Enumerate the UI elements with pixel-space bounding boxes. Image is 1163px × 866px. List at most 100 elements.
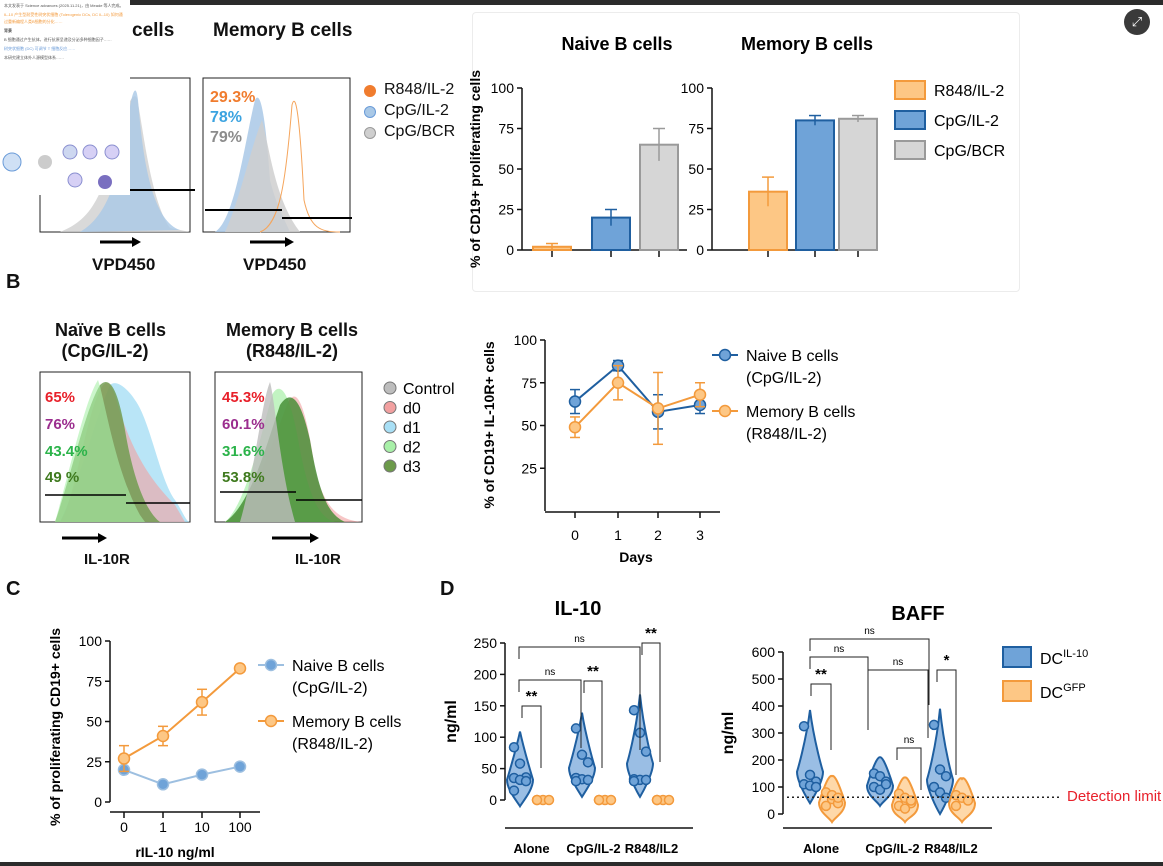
pct-d2: 43.4% (45, 443, 88, 460)
title-line: Naïve B cells (55, 320, 167, 340)
legend-swatch (1002, 680, 1032, 702)
data-point (582, 757, 594, 768)
bar-cpg-il-2 (795, 119, 835, 252)
violin-dc-il10 (505, 731, 535, 809)
significance-bracket (867, 669, 929, 738)
y-axis-label: ng/ml (443, 700, 460, 743)
y-tick-label: 200 (752, 752, 776, 768)
pct-d2: 31.6% (222, 443, 265, 460)
significance-bracket (809, 638, 930, 705)
x-axis-label: VPD450 (92, 255, 156, 274)
y-tick-label: 0 (767, 806, 775, 822)
y-tick-label: 50 (481, 761, 497, 777)
data-point (651, 402, 665, 415)
y-tick-label: 250 (474, 635, 498, 651)
x-tick-label: 1 (614, 527, 622, 543)
series-line (123, 667, 241, 760)
legend-swatch-r848 (364, 85, 376, 97)
memory-histogram-title: Memory B cells (213, 20, 353, 41)
significance-label: ns (545, 667, 556, 678)
data-point (934, 764, 946, 775)
y-tick-label: 100 (491, 80, 515, 96)
significance-bracket (936, 669, 957, 775)
chart-title: Naive B cells (561, 34, 672, 54)
title-line: (CpG/IL-2) (61, 341, 149, 361)
legend-label: CpG/BCR (934, 143, 1005, 160)
x-axis-label: IL-10R (84, 551, 130, 568)
control-histogram (240, 382, 295, 522)
legend-marker (718, 404, 732, 418)
pct-r848: 29.3% (210, 89, 256, 106)
y-tick-label: 25 (498, 202, 514, 218)
x-tick-label: R848/IL2 (625, 841, 678, 856)
data-point (568, 395, 582, 408)
y-tick-label: 100 (681, 80, 705, 96)
window-bottom-bar (0, 862, 1163, 866)
legend-swatch (383, 440, 397, 453)
d2-histogram (55, 380, 145, 522)
legend-swatch (894, 80, 926, 100)
significance-bracket (809, 656, 869, 730)
legend-sup: IL-10 (1063, 648, 1088, 660)
data-point (531, 794, 543, 806)
legend-swatch (383, 459, 397, 473)
data-point (651, 794, 663, 806)
legend-label: R848/IL-2 (934, 83, 1004, 100)
data-point (810, 781, 822, 793)
y-axis-label: ng/ml (720, 712, 737, 755)
pct-d3: 53.8% (222, 469, 265, 486)
data-point (233, 662, 247, 675)
cpg-il2-histogram (80, 90, 180, 233)
significance-label: ** (645, 625, 657, 642)
legend-base: DC (1040, 685, 1063, 702)
data-point (570, 723, 582, 734)
y-tick-label: 300 (752, 725, 776, 741)
overlay-line: 本文发表于 Science advances (2025.11.21)，由 Me… (4, 3, 124, 8)
window-top-bar (0, 0, 1163, 5)
y-tick-label: 100 (514, 332, 538, 348)
legend-label: CpG/IL-2 (384, 102, 449, 119)
legend-marker (718, 348, 732, 362)
legend-label: Naive B cells (292, 658, 384, 675)
expand-icon[interactable]: ⤢ (1124, 9, 1150, 35)
significance-bracket (518, 646, 641, 750)
significance-bracket (521, 705, 542, 768)
y-tick-label: 0 (506, 242, 514, 258)
data-point (663, 794, 675, 806)
significance-label: ns (834, 644, 845, 655)
memory-il10r-title: Memory B cells (R848/IL-2) (222, 320, 362, 362)
y-tick-label: 100 (79, 633, 103, 649)
legend-label: (CpG/IL-2) (292, 680, 368, 697)
legend-label: d1 (403, 420, 421, 437)
y-tick-label: 25 (688, 202, 704, 218)
significance-bracket (583, 680, 603, 768)
legend-label: d3 (403, 459, 421, 476)
bar-cpg-bcr (639, 143, 679, 251)
x-tick-label: 100 (228, 819, 252, 835)
x-tick-label: 0 (571, 527, 579, 543)
y-tick-label: 75 (498, 121, 514, 137)
article-text-overlay: 本文发表于 Science advances (2025.11.21)，由 Me… (0, 0, 130, 195)
y-tick-label: 25 (86, 754, 102, 770)
x-tick-label: 0 (120, 819, 128, 835)
cpg-bcr-histogram (225, 120, 300, 232)
significance-label: ns (893, 657, 904, 668)
pct-d1: 60.1% (222, 416, 265, 433)
x-tick-label: 2 (654, 527, 662, 543)
data-point (804, 769, 816, 781)
chart-title: IL-10 (555, 598, 602, 620)
data-point (117, 752, 131, 765)
legend-label: CpG/IL-2 (934, 113, 999, 130)
y-tick-label: 0 (94, 794, 102, 810)
legend-label: CpG/BCR (384, 123, 456, 140)
y-tick-label: 0 (696, 242, 704, 258)
significance-label: ** (815, 666, 827, 683)
significance-bracket (896, 747, 922, 790)
series-line (574, 364, 701, 413)
x-axis-label: VPD450 (243, 255, 307, 274)
data-point (962, 795, 974, 806)
data-point (576, 749, 588, 761)
y-tick-label: 100 (474, 729, 498, 745)
legend-swatch (894, 110, 926, 130)
